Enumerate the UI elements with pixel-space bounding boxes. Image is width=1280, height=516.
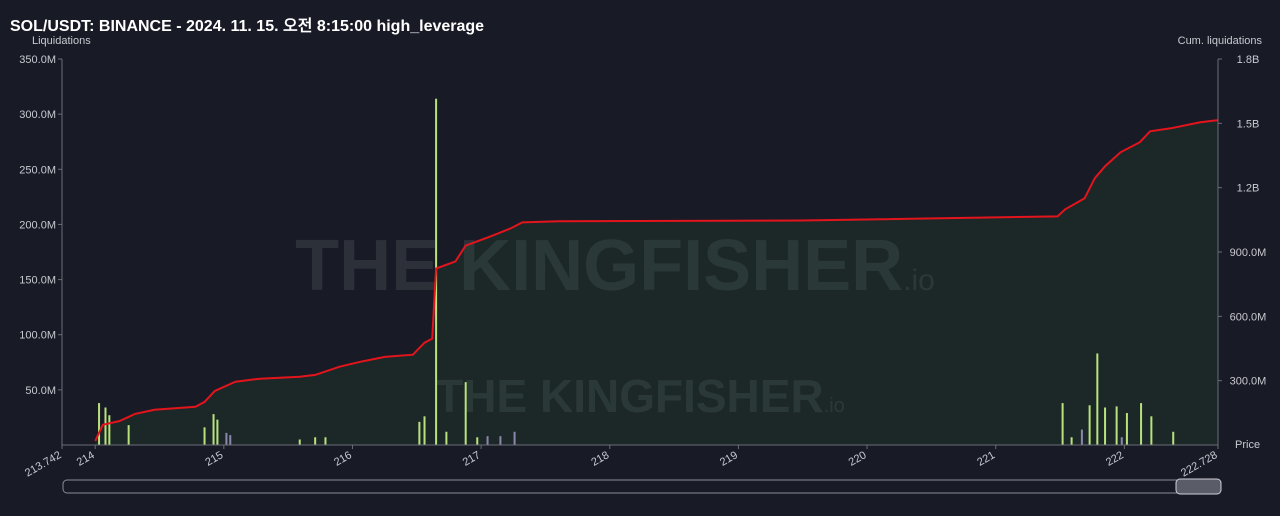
bar [229,435,232,445]
y2-axis-title: Cum. liquidations [1178,35,1263,47]
bar [445,431,448,445]
bar [127,425,130,445]
bar [98,403,101,445]
bar [1120,437,1123,445]
bar [476,437,479,445]
bar [1104,407,1107,445]
bar [464,382,467,445]
bar [298,439,301,445]
y-tick-label: 100.0M [19,330,56,342]
x-axis-title: Price [1235,439,1260,451]
bar [1172,431,1175,445]
y2-tick-label: 300.0M [1230,376,1267,388]
watermark-main: THE KINGFISHER [295,226,903,306]
bar [1140,403,1143,445]
watermark: THE KINGFISHER.io [435,370,845,422]
cumulative-line [94,119,1219,442]
bar [1070,437,1073,445]
bar [418,421,421,445]
bar [108,415,111,445]
bar [1096,353,1099,445]
y2-tick-label: 900.0M [1230,247,1267,259]
bar [1061,403,1064,445]
scrollbar-handle[interactable] [1175,478,1222,495]
y-tick-label: 200.0M [19,219,56,231]
bar [212,414,215,445]
bar [513,431,516,445]
y2-tick-label: 600.0M [1230,311,1267,323]
y-tick-label: 250.0M [19,164,56,176]
watermark-main: THE KINGFISHER [435,370,823,422]
y-tick-label: 50.0M [25,385,56,397]
y-axis-title: Liquidations [32,35,91,47]
cumulative-area [95,120,1218,445]
y2-tick-label: 1.2B [1237,183,1260,195]
bar [1125,413,1128,445]
watermarks: THE KINGFISHER.ioTHE KINGFISHER.io [295,226,935,422]
watermark: THE KINGFISHER.io [295,226,935,306]
bar [203,427,206,445]
bar [324,437,327,445]
y2-tick-label: 1.5B [1237,118,1260,130]
bar [499,436,502,445]
bar [1115,406,1118,445]
y2-tick-label: 1.8B [1237,54,1260,66]
bar [216,419,219,445]
y-tick-label: 300.0M [19,109,56,121]
watermark-suffix: .io [824,395,845,417]
bar [314,437,317,445]
bar [486,436,489,445]
bar [1088,405,1091,445]
y-tick-label: 350.0M [19,54,56,66]
bar [1080,429,1083,445]
bar [423,416,426,445]
bar [225,432,228,445]
bar [1150,416,1153,445]
plot [94,98,1219,446]
chart-title: SOL/USDT: BINANCE - 2024. 11. 15. 오전 8:1… [10,17,484,35]
y-tick-label: 150.0M [19,275,56,287]
watermark-suffix: .io [903,264,935,297]
bar [104,407,107,445]
